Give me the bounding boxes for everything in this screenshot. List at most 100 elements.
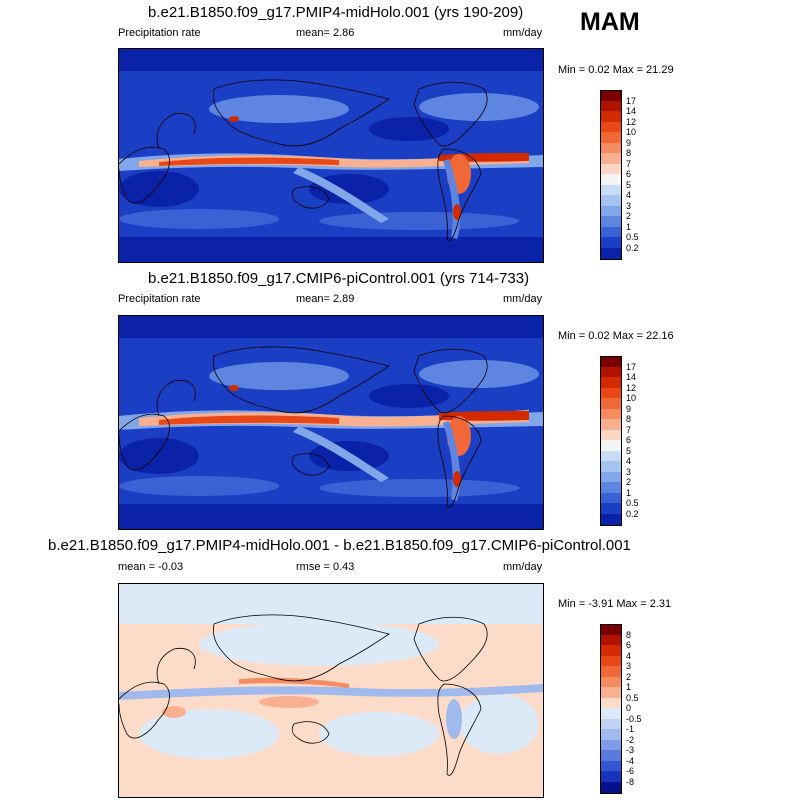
colorbar-swatch <box>600 513 622 526</box>
colorbar-swatch <box>600 482 622 493</box>
colorbar-tick-label: 17 <box>626 361 637 372</box>
colorbar-tick-label: -0.5 <box>626 713 642 724</box>
colorbar-tick-label: 3 <box>626 200 632 211</box>
colorbar-tick-label: -1 <box>626 724 635 734</box>
colorbar-tick-label: 14 <box>626 106 637 116</box>
colorbar-tick-label: 0.5 <box>626 232 639 242</box>
colorbar-tick-label: -8 <box>626 776 635 787</box>
panel-3-mean-label: mean = -0.03 <box>118 561 184 573</box>
colorbar-swatch <box>600 781 622 794</box>
colorbar-swatch <box>600 697 622 709</box>
season-label: MAM <box>580 8 640 36</box>
colorbar-swatch <box>600 132 622 143</box>
colorbar-tick-label: -2 <box>626 734 635 745</box>
colorbar-tick-label: 2 <box>626 477 632 487</box>
colorbar-tick-label: 7 <box>626 158 632 169</box>
colorbar-swatch <box>600 121 622 133</box>
colorbar-tick-label: 6 <box>626 435 632 445</box>
colorbar-tick-label: 0.5 <box>626 498 639 508</box>
colorbar-swatch <box>600 450 622 462</box>
colorbar-tick-label: 10 <box>626 393 637 403</box>
panel-3-rmse-label: rmse = 0.43 <box>296 561 355 573</box>
colorbar-tick-label: 6 <box>626 169 632 179</box>
colorbar-tick-label: 8 <box>626 148 632 158</box>
panel-2-minmax: Min = 0.02 Max = 22.16 <box>558 330 674 342</box>
colorbar-swatch <box>600 247 622 260</box>
colorbar-tick-label: 1 <box>626 221 632 232</box>
colorbar-swatch <box>600 216 622 227</box>
colorbar-swatch <box>600 100 622 112</box>
colorbar-swatch <box>600 760 622 772</box>
colorbar-swatch <box>600 398 622 409</box>
panel-1-minmax: Min = 0.02 Max = 21.29 <box>558 64 674 76</box>
colorbar-swatch <box>600 387 622 399</box>
colorbar-tick-label: 1 <box>626 682 632 692</box>
colorbar-swatch <box>600 676 622 688</box>
colorbar-swatch <box>600 356 622 368</box>
colorbar-tick-label: 8 <box>626 414 632 424</box>
colorbar-tick-label: 5 <box>626 445 632 456</box>
colorbar-tick-label: 3 <box>626 466 632 477</box>
colorbar-swatch <box>600 226 622 238</box>
colorbar-swatch <box>600 111 622 122</box>
panel-2-mean-label: mean= 2.89 <box>296 293 355 305</box>
colorbar-tick-label: 3 <box>626 661 632 671</box>
colorbar-swatch <box>600 142 622 154</box>
colorbar-swatch <box>600 205 622 217</box>
colorbar-tick-label: 5 <box>626 179 632 190</box>
colorbar-tick-label: 4 <box>626 456 632 466</box>
colorbar-swatch <box>600 408 622 420</box>
colorbar-tick-label: 8 <box>626 629 632 640</box>
colorbar-swatch <box>600 687 622 698</box>
colorbar-tick-label: 7 <box>626 424 632 435</box>
colorbar-swatch <box>600 461 622 472</box>
colorbar-swatch <box>600 440 622 451</box>
colorbar-tick-label: 0.2 <box>626 508 639 519</box>
panel-3-colorbar: 8 6 4 3 2 1 0.5 0 -0.5 -1 -2 -3 -4 -6 -8 <box>600 624 660 794</box>
panel-3-map <box>118 583 544 798</box>
colorbar-swatch <box>600 153 622 164</box>
colorbar-tick-label: 12 <box>626 382 637 393</box>
colorbar-swatch <box>600 718 622 730</box>
colorbar-tick-label: 10 <box>626 127 637 137</box>
panel-1-colorbar: 17 14 12 10 9 8 7 6 5 4 3 2 1 0.5 0.2 <box>600 90 660 260</box>
colorbar-tick-label: 1 <box>626 487 632 498</box>
colorbar-swatch <box>600 645 622 656</box>
panel-1-map <box>118 48 544 263</box>
colorbar-swatch <box>600 750 622 761</box>
colorbar-swatch <box>600 492 622 504</box>
panel-3-title: b.e21.B1850.f09_g17.PMIP4-midHolo.001 - … <box>48 537 631 554</box>
panel-2-map <box>118 315 544 530</box>
colorbar-tick-label: 2 <box>626 671 632 682</box>
panel-1-units-label: mm/day <box>503 27 543 39</box>
panel-1-variable-label: Precipitation rate <box>118 27 201 39</box>
colorbar-swatch <box>600 771 622 782</box>
colorbar-swatch <box>600 237 622 248</box>
colorbar-tick-label: 0 <box>626 703 632 713</box>
colorbar-swatch <box>600 429 622 441</box>
colorbar-swatch <box>600 90 622 102</box>
panel-2-colorbar: 17 14 12 10 9 8 7 6 5 4 3 2 1 0.5 0.2 <box>600 356 660 526</box>
colorbar-swatch <box>600 634 622 646</box>
colorbar-swatch <box>600 666 622 677</box>
colorbar-tick-label: 9 <box>626 403 632 414</box>
colorbar-swatch <box>600 471 622 483</box>
colorbar-swatch <box>600 184 622 196</box>
panel-3-units-label: mm/day <box>503 561 543 573</box>
colorbar-tick-label: 14 <box>626 372 637 382</box>
colorbar-swatch <box>600 739 622 751</box>
colorbar-swatch <box>600 377 622 388</box>
panel-2-variable-label: Precipitation rate <box>118 293 201 305</box>
colorbar-tick-label: 6 <box>626 640 632 650</box>
colorbar-swatch <box>600 163 622 175</box>
panel-3-minmax: Min = -3.91 Max = 2.31 <box>558 598 672 610</box>
colorbar-swatch <box>600 195 622 206</box>
colorbar-swatch <box>600 366 622 378</box>
colorbar-tick-label: -4 <box>626 755 635 766</box>
colorbar-tick-label: 0.5 <box>626 692 639 703</box>
colorbar-tick-label: 2 <box>626 211 632 221</box>
panel-1-mean-label: mean= 2.86 <box>296 27 355 39</box>
panel-2-title: b.e21.B1850.f09_g17.CMIP6-piControl.001 … <box>148 270 530 287</box>
colorbar-tick-label: 4 <box>626 190 632 200</box>
colorbar-tick-label: -6 <box>626 766 635 776</box>
